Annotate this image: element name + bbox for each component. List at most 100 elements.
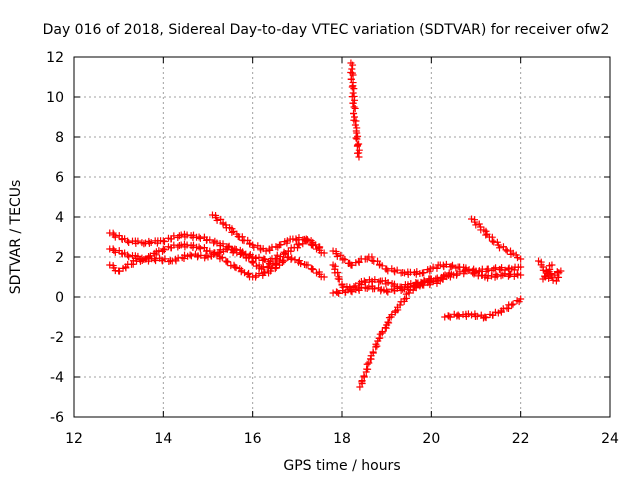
data-point	[375, 334, 383, 342]
data-point	[348, 288, 356, 296]
data-point	[280, 248, 288, 256]
data-point	[260, 255, 268, 263]
data-point	[385, 319, 393, 327]
data-point	[308, 265, 316, 273]
data-point	[350, 110, 358, 118]
data-point	[341, 256, 349, 264]
data-point	[109, 245, 117, 253]
data-point	[335, 275, 343, 283]
y-tick-label: -2	[50, 330, 64, 346]
data-point	[456, 268, 464, 276]
x-tick-label: 16	[244, 431, 262, 447]
data-point	[420, 269, 428, 277]
data-point	[320, 273, 328, 281]
data-point	[468, 311, 476, 319]
data-point	[183, 241, 191, 249]
y-tick-label: -6	[50, 410, 64, 426]
grid	[74, 57, 610, 417]
data-point	[213, 239, 221, 247]
data-point	[360, 372, 368, 380]
data-point	[263, 263, 271, 271]
data-point	[429, 263, 437, 271]
data-point	[231, 263, 239, 271]
data-point	[279, 256, 287, 264]
data-point	[152, 257, 160, 265]
data-point	[545, 274, 553, 282]
data-point	[445, 312, 453, 320]
data-point	[353, 129, 361, 137]
data-point	[488, 237, 496, 245]
data-point	[297, 260, 305, 268]
data-point	[472, 221, 480, 229]
data-point	[371, 276, 379, 284]
data-point	[371, 285, 379, 293]
data-point	[464, 310, 472, 318]
data-point	[219, 240, 227, 248]
data-point	[365, 283, 373, 291]
data-point	[355, 153, 363, 161]
data-point	[261, 256, 269, 264]
data-point	[378, 328, 386, 336]
data-point	[548, 261, 556, 269]
data-point	[206, 236, 214, 244]
data-point	[248, 258, 256, 266]
data-point	[502, 246, 510, 254]
y-tick-label: 4	[55, 210, 64, 226]
data-point	[492, 264, 500, 272]
data-point	[265, 263, 273, 271]
data-point	[353, 142, 361, 150]
data-point	[175, 232, 183, 240]
data-point	[366, 355, 374, 363]
data-point	[448, 263, 456, 271]
data-point	[421, 277, 429, 285]
data-point	[291, 256, 299, 264]
data-point	[277, 241, 285, 249]
x-tick-label: 22	[512, 431, 530, 447]
data-point	[245, 269, 253, 277]
data-point	[455, 312, 463, 320]
data-point	[365, 359, 373, 367]
data-point	[413, 280, 421, 288]
data-point	[552, 277, 560, 285]
data-point	[186, 251, 194, 259]
data-point	[384, 318, 392, 326]
data-point	[354, 149, 362, 157]
data-point	[482, 231, 490, 239]
chart-title: Day 016 of 2018, Sidereal Day-to-day VTE…	[43, 22, 610, 38]
data-point	[351, 113, 359, 121]
data-point	[275, 257, 283, 265]
data-point	[349, 61, 357, 69]
data-point	[309, 266, 317, 274]
data-point	[304, 261, 312, 269]
data-point	[507, 270, 515, 278]
data-point	[427, 275, 435, 283]
data-point	[383, 287, 391, 295]
data-point	[481, 313, 489, 321]
data-point	[177, 231, 185, 239]
x-tick-label: 14	[154, 431, 172, 447]
data-point	[433, 264, 441, 272]
data-point	[295, 257, 303, 265]
data-point	[412, 283, 420, 291]
data-point	[517, 295, 525, 303]
data-point	[553, 268, 561, 276]
data-point	[397, 287, 405, 295]
y-tick-label: 8	[55, 130, 64, 146]
data-point	[206, 247, 214, 255]
data-point	[216, 246, 224, 254]
data-point	[446, 313, 454, 321]
data-point	[352, 134, 360, 142]
plot-frame	[73, 56, 611, 418]
data-point	[250, 243, 258, 251]
data-point	[347, 287, 355, 295]
data-point	[475, 220, 483, 228]
data-point	[473, 312, 481, 320]
data-point	[150, 255, 158, 263]
y-tick-label: 12	[46, 50, 64, 66]
data-point	[214, 250, 222, 258]
data-point	[245, 254, 253, 262]
y-axis-label: SDTVAR / TECUs	[8, 180, 24, 295]
data-point	[138, 256, 146, 264]
